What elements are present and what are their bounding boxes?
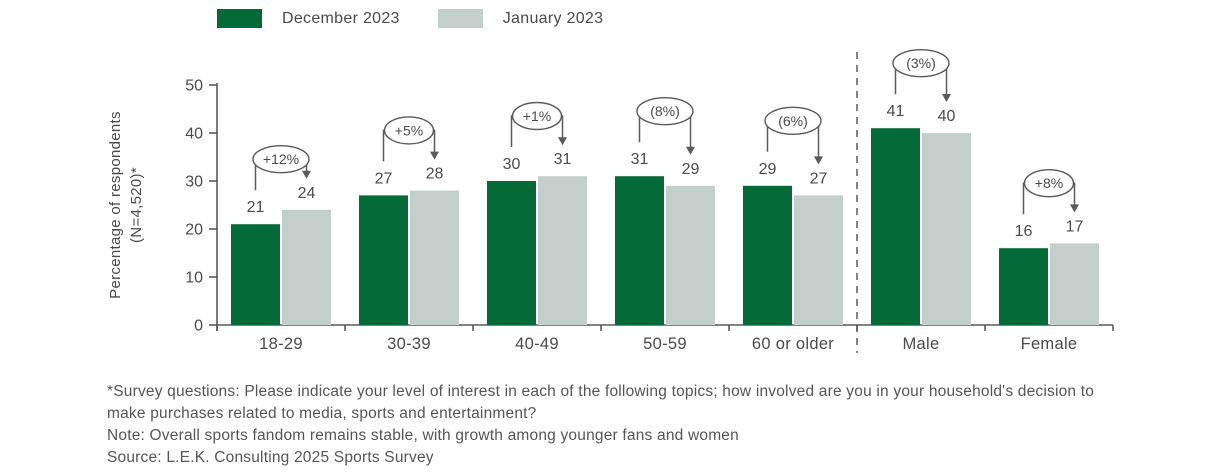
chart-footer: *Survey questions: Please indicate your … (107, 381, 1123, 469)
annotation-arrow-icon (942, 94, 951, 102)
bar-january-2023 (922, 133, 971, 325)
annotation-ellipse (892, 49, 950, 78)
bar-december-2023 (743, 185, 792, 325)
bar-value-label: 31 (554, 151, 572, 168)
category-label: 60 or older (752, 335, 834, 353)
bar-january-2023 (794, 195, 843, 325)
december-2023-swatch-icon (217, 9, 262, 28)
annotation-arrow-icon (430, 151, 439, 160)
january-2023-swatch-icon (437, 9, 483, 28)
bar-value-label: 29 (682, 161, 700, 178)
bar-value-label: 24 (298, 185, 316, 202)
chart-legend: December 2023 January 2023 (217, 9, 603, 28)
annotation-label: +5% (395, 122, 423, 138)
bar-value-label: 27 (810, 170, 828, 187)
category-label: Female (1021, 335, 1078, 353)
y-tick-label: 20 (185, 222, 203, 239)
bar-value-label: 16 (1015, 223, 1033, 240)
bar-value-label: 41 (887, 103, 905, 120)
bar-january-2023 (666, 185, 715, 325)
note-text: Note: Overall sports fandom remains stab… (107, 427, 739, 444)
category-label: 30-39 (387, 335, 431, 353)
y-tick-label: 30 (185, 174, 203, 191)
bar-december-2023 (871, 128, 920, 325)
bar-value-label: 30 (503, 156, 521, 173)
bar-january-2023 (410, 190, 459, 325)
source-text: Source: L.E.K. Consulting 2025 Sports Su… (107, 449, 434, 466)
y-tick-label: 50 (185, 78, 203, 95)
bar-december-2023 (231, 224, 280, 325)
bar-december-2023 (359, 195, 408, 325)
annotation-ellipse (764, 106, 822, 136)
annotation-label: +12% (263, 151, 299, 167)
bar-january-2023 (1050, 243, 1099, 325)
bar-december-2023 (999, 248, 1048, 325)
category-label: 50-59 (643, 335, 687, 353)
annotation-ellipse (636, 96, 694, 126)
bar-value-label: 28 (426, 166, 444, 183)
annotation-label: (3%) (906, 55, 936, 71)
annotation-arrow-icon (686, 146, 695, 155)
bar-value-label: 27 (375, 170, 393, 187)
annotation-arrow-icon (302, 170, 311, 179)
category-label: 40-49 (515, 335, 559, 353)
bar-value-label: 31 (631, 151, 649, 168)
legend-label: January 2023 (502, 9, 604, 27)
annotation-label: (6%) (778, 113, 808, 129)
annotation-arrow-icon (1070, 204, 1079, 213)
annotation-ellipse (511, 101, 563, 131)
bar-january-2023 (538, 176, 587, 325)
bar-december-2023 (487, 181, 536, 325)
annotation-ellipse (383, 116, 435, 145)
annotation-ellipse (1023, 168, 1075, 198)
footnote-text: *Survey questions: Please indicate your … (107, 383, 1095, 422)
annotation-arrow-icon (814, 156, 823, 165)
legend-item-december-2023: December 2023 (217, 9, 400, 28)
legend-item-january-2023: January 2023 (437, 9, 604, 28)
bar-december-2023 (615, 176, 664, 325)
legend-label: December 2023 (282, 9, 400, 27)
annotation-arrow-icon (558, 137, 567, 146)
category-label: 18-29 (259, 335, 303, 353)
bar-value-label: 40 (938, 108, 956, 125)
annotation-label: (8%) (650, 103, 680, 119)
annotation-label: +8% (1035, 175, 1063, 191)
y-tick-label: 40 (185, 126, 203, 143)
annotation-ellipse (252, 144, 310, 174)
bar-value-label: 21 (247, 199, 265, 216)
category-label: Male (903, 335, 940, 353)
bar-january-2023 (282, 209, 331, 325)
y-tick-label: 0 (194, 318, 203, 335)
bar-value-label: 29 (759, 161, 777, 178)
bar-value-label: 17 (1066, 218, 1084, 235)
annotation-label: +1% (523, 108, 551, 124)
y-tick-label: 10 (185, 270, 203, 287)
